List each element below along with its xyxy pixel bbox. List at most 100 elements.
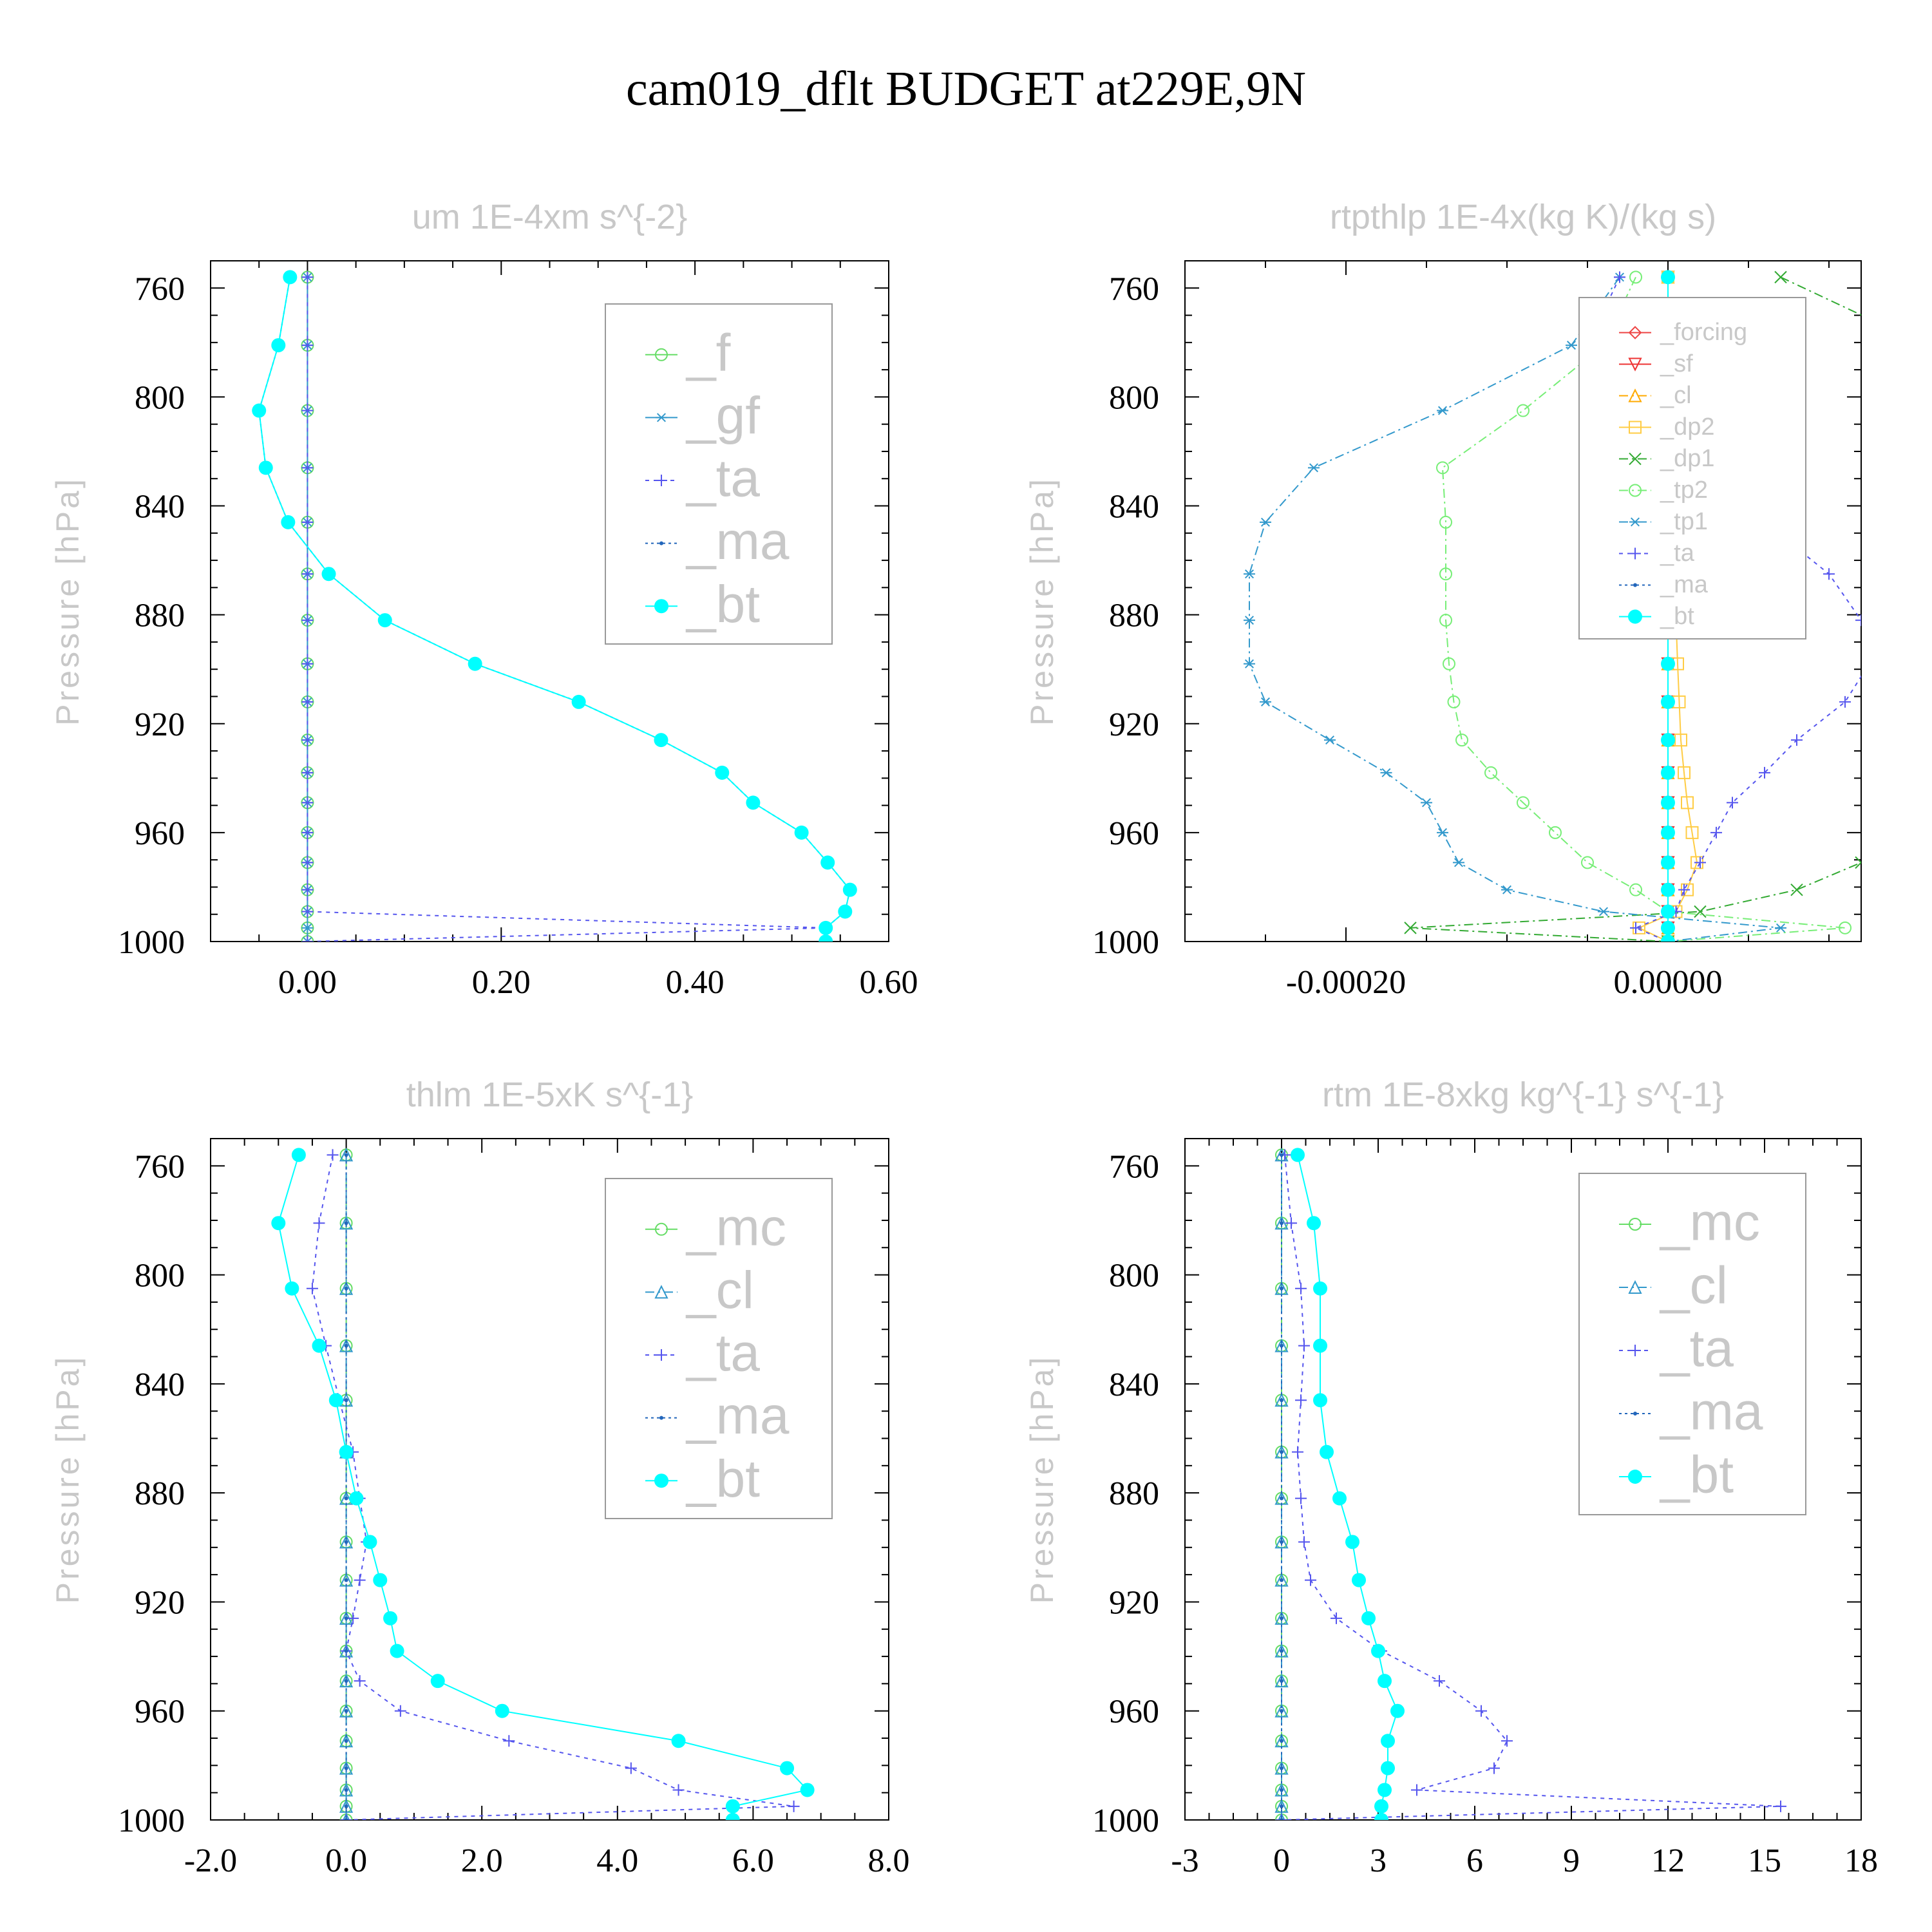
data-point-cl (1274, 1703, 1289, 1718)
data-point-ta (1285, 1217, 1297, 1229)
legend-marker (655, 348, 668, 361)
y-tick-label: 880 (1109, 1475, 1159, 1512)
legend-label: _ma (1660, 571, 1709, 598)
data-point-bt (1381, 1761, 1395, 1776)
data-point-ta (1823, 568, 1835, 580)
data-point-bt (377, 613, 392, 628)
data-point-ta (301, 797, 314, 809)
data-point-cl (339, 1673, 354, 1688)
data-point-bt (1661, 920, 1675, 935)
legend-label: _ta (1659, 1320, 1734, 1378)
data-point-tp1 (1566, 341, 1577, 350)
data-point-ma (1280, 1766, 1283, 1770)
legend-marker (1629, 517, 1641, 527)
data-point-bt (1661, 825, 1675, 840)
series-line-tp2 (1441, 276, 1846, 942)
panel-4: rtm 1E-8xkg kg^{-1} s^{-1} Pressure [hPa]… (1024, 1075, 1878, 1879)
data-point-ta (301, 516, 314, 528)
data-point-ta (301, 404, 314, 417)
data-point-dp2 (1681, 796, 1694, 810)
data-point-bt (285, 1281, 299, 1296)
data-point-ta (1694, 857, 1706, 869)
data-point-dp2 (1685, 826, 1699, 839)
data-point-gf (301, 923, 314, 933)
data-point-bt (1661, 733, 1675, 748)
data-point-ta (625, 1762, 637, 1774)
legend-label: _sf (1660, 350, 1693, 377)
y-axis-label: Pressure [hPa] (1024, 477, 1060, 726)
legend-label: _ma (1659, 1383, 1763, 1441)
data-point-ma (1280, 1286, 1283, 1291)
y-tick-label: 800 (135, 1258, 185, 1294)
data-point-ma (1280, 1679, 1283, 1683)
data-point-ma (1280, 1818, 1283, 1820)
data-point-ma (344, 1679, 348, 1683)
plot-frame (1184, 260, 1862, 942)
legend-marker (1628, 609, 1642, 624)
y-tick-label: 1000 (118, 924, 185, 961)
series-line-ta (1586, 276, 1861, 942)
series-layer (1274, 1148, 1786, 1820)
legend-label: _ta (685, 450, 760, 508)
data-point-cl (1274, 1673, 1289, 1688)
data-point-tp2 (1447, 695, 1461, 708)
legend-marker (1629, 1218, 1642, 1231)
x-tick-label: 0.00 (278, 964, 337, 1001)
legend-marker (654, 599, 668, 614)
series-line-ta (307, 277, 826, 942)
data-point-ta (301, 905, 314, 918)
x-tick-label: 3 (1370, 1842, 1387, 1879)
data-point-bt (1661, 882, 1675, 897)
data-point-ma (344, 1398, 348, 1403)
data-point-bt (1661, 795, 1675, 810)
data-point-bt (1291, 1148, 1305, 1162)
data-point-ma (1280, 1496, 1283, 1501)
data-point-bt (363, 1535, 377, 1549)
data-point-bt (390, 1643, 404, 1658)
data-point-ma (1280, 1398, 1283, 1403)
data-point-bt (819, 934, 833, 942)
data-point-ta (1295, 1492, 1307, 1504)
data-point-ta (1501, 1735, 1513, 1747)
data-point-ta (1295, 1282, 1307, 1294)
data-point-ma (1280, 1616, 1283, 1620)
data-point-ma (344, 1818, 348, 1820)
y-tick-label: 880 (135, 1475, 185, 1512)
x-tick-label: 4.0 (596, 1842, 638, 1879)
y-tick-label: 760 (1109, 1148, 1159, 1185)
data-point-tp1 (1437, 406, 1448, 415)
x-tick-label: -2.0 (184, 1842, 237, 1879)
data-point-tp2 (1439, 567, 1452, 581)
data-point-ta (306, 1282, 318, 1294)
data-point-ta (1305, 1574, 1316, 1586)
data-point-ta (1488, 1762, 1500, 1774)
data-point-ma (344, 1616, 348, 1620)
legend: _f_gf_ta_ma_bt (605, 303, 833, 645)
x-tick-label: 15 (1748, 1842, 1781, 1879)
panel-title: rtm 1E-8xkg kg^{-1} s^{-1} (1322, 1075, 1724, 1114)
x-tick-label: -3 (1171, 1842, 1198, 1879)
data-point-cl (339, 1761, 354, 1775)
data-point-ma (344, 1766, 348, 1770)
legend-label: _bt (685, 575, 760, 634)
data-point-bt (1390, 1703, 1405, 1718)
data-point-cl (339, 1783, 354, 1797)
legend-label: _tp2 (1660, 477, 1708, 504)
data-point-ta (301, 696, 314, 708)
series-line-ta (1281, 1155, 1781, 1820)
data-point-ta (301, 614, 314, 627)
legend: _mc_cl_ta_ma_bt (605, 1178, 833, 1519)
legend-marker (1628, 388, 1642, 402)
legend-label: _bt (685, 1450, 760, 1508)
legend-marker (654, 1473, 668, 1488)
legend-marker (656, 475, 667, 486)
legend-marker (1629, 421, 1642, 434)
x-tick-label: -0.00020 (1286, 964, 1406, 1001)
data-point-tp2 (1629, 883, 1642, 896)
panel-2: rtpthlp 1E-4x(kg K)/(kg s) Pressure [hPa]… (1024, 198, 1862, 1001)
data-point-tp1 (1308, 463, 1320, 473)
data-point-tp2 (1455, 734, 1468, 747)
data-point-ma (344, 1788, 348, 1792)
legend-marker (1628, 1280, 1642, 1294)
panel-title: um 1E-4xm s^{-2} (412, 198, 688, 236)
